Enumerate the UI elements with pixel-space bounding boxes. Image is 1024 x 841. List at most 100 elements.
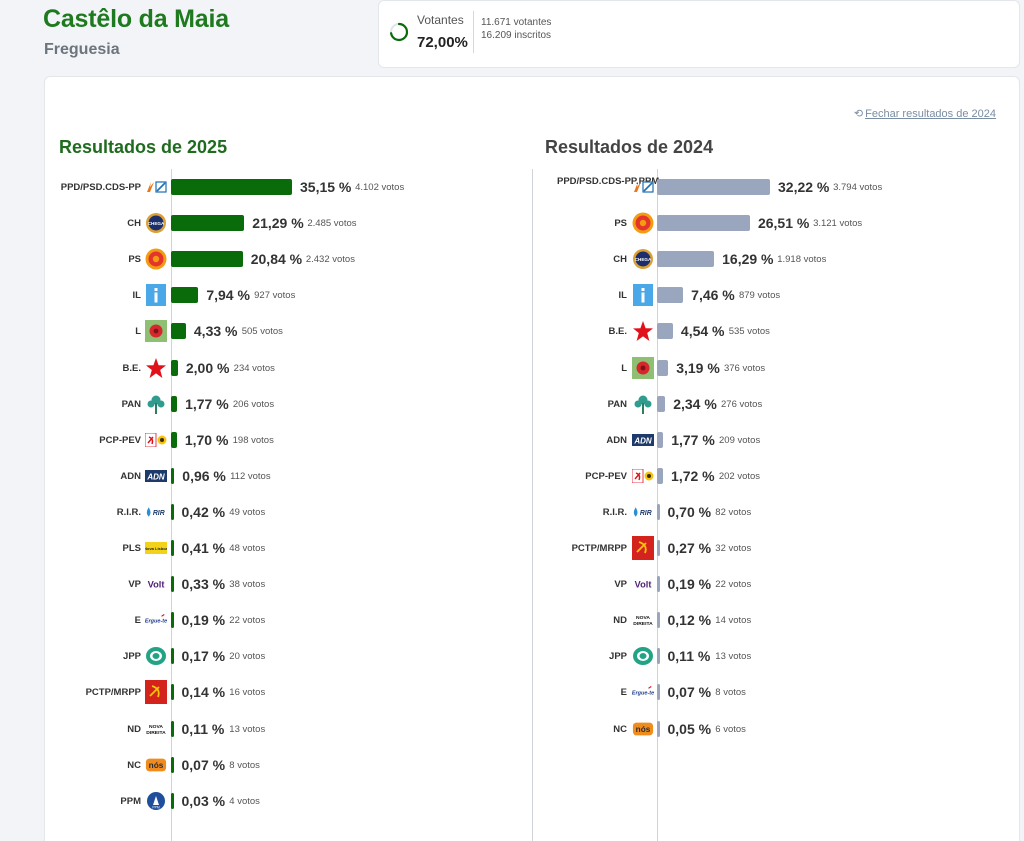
party-name: E	[620, 687, 627, 699]
svg-text:NOVA: NOVA	[636, 615, 650, 621]
party-name: JPP	[123, 651, 141, 663]
result-percent: 0,42 %	[181, 503, 226, 520]
result-percent: 1,77 %	[671, 431, 715, 448]
party-row[interactable]: IL 7,94 % 927 votos	[45, 283, 1005, 309]
party-row[interactable]: PCP-PEV 1,72 % 202 votos	[45, 464, 1005, 490]
result-percent: 21,29 %	[252, 215, 304, 232]
party-name: PPD/PSD.CDS-PP.PPM	[557, 176, 660, 187]
party-name: PS	[614, 218, 627, 230]
result-bar	[171, 251, 243, 268]
page-subtitle: Freguesia	[44, 41, 120, 58]
result-bar	[171, 792, 174, 809]
be-logo	[632, 319, 654, 343]
result-bar	[657, 720, 660, 737]
result-percent: 2,00 %	[185, 359, 230, 376]
party-row[interactable]: PS 26,51 % 3.121 votos	[45, 211, 1005, 237]
party-row[interactable]: B.E. 2,00 % 234 votos	[45, 356, 1005, 382]
result-votes: 20 votos	[229, 651, 266, 663]
party-row[interactable]: PCP-PEV 1,70 % 198 votos	[45, 428, 1005, 454]
party-row[interactable]: NC nós 0,05 % 6 votos	[45, 717, 1005, 743]
result-percent: 7,94 %	[206, 287, 250, 304]
party-row[interactable]: PLS Nova Lisboa 0,41 % 48 votos	[45, 536, 1005, 562]
party-row[interactable]: PPD/PSD.CDS-PP 35,15 % 4.102 votos	[45, 175, 1005, 201]
result-votes: 505 votos	[241, 326, 283, 338]
svg-text:ADN: ADN	[633, 436, 652, 445]
result-votes: 82 votos	[715, 506, 752, 518]
result-votes: 48 votos	[229, 543, 266, 554]
party-row[interactable]: CH CHEGA 21,29 % 2.485 votos	[45, 211, 1005, 237]
party-name: CH	[127, 218, 141, 230]
mrpp-logo	[145, 680, 167, 705]
party-row[interactable]: PPD/PSD.CDS-PP.PPM 32,22 % 3.794 votos	[45, 175, 1005, 201]
party-row[interactable]: PS 20,84 % 2.432 votos	[45, 247, 1005, 273]
party-row[interactable]: PCTP/MRPP 0,27 % 32 votos	[45, 536, 1005, 562]
result-votes: 927 votos	[254, 290, 296, 302]
result-percent: 7,46 %	[691, 287, 735, 304]
party-row[interactable]: L 3,19 % 376 votos	[45, 356, 1005, 382]
turnout-voters: 11.671 votantes	[481, 17, 552, 28]
result-percent: 0,07 %	[181, 756, 226, 773]
party-row[interactable]: IL 7,46 % 879 votos	[45, 283, 1005, 309]
party-row[interactable]: ND NOVA DIREITA 0,11 % 13 votos	[45, 717, 1005, 743]
result-votes: 376 votos	[723, 362, 766, 374]
result-votes: 6 votos	[715, 723, 746, 735]
party-row[interactable]: PCTP/MRPP 0,14 % 16 votos	[45, 680, 1005, 706]
party-row[interactable]: CH CHEGA 16,29 % 1.918 votos	[45, 247, 1005, 273]
party-row[interactable]: VP Volt 0,19 % 22 votos	[45, 572, 1005, 598]
party-row[interactable]: B.E. 4,54 % 535 votos	[45, 319, 1005, 345]
result-bar	[657, 503, 660, 520]
nd-logo: NOVA DIREITA	[145, 717, 167, 741]
party-name: CH	[613, 254, 627, 266]
result-bar	[171, 612, 174, 629]
result-votes: 206 votos	[232, 398, 275, 410]
party-row[interactable]: ADN ADN 1,77 % 209 votos	[45, 428, 1005, 454]
party-name: L	[621, 362, 627, 374]
party-row[interactable]: E Ergue-te 0,07 % 8 votos	[45, 680, 1005, 706]
result-bar	[657, 467, 664, 484]
svg-text:CHEGA: CHEGA	[148, 221, 165, 226]
close-2024-results-link[interactable]: ⟲ Fechar resultados de 2024	[854, 107, 996, 120]
party-row[interactable]: JPP 0,11 % 13 votos	[45, 644, 1005, 670]
turnout-label: Votantes	[417, 13, 464, 27]
nd-logo: NOVA DIREITA	[632, 608, 654, 632]
rir-logo: RIR	[632, 500, 654, 524]
party-row[interactable]: NC nós 0,07 % 8 votos	[45, 753, 1005, 779]
party-name: NC	[127, 759, 141, 771]
party-row[interactable]: PPM PPM 0,03 % 4 votos	[45, 789, 1005, 815]
party-name: PS	[128, 254, 141, 266]
result-percent: 0,11 %	[181, 720, 225, 737]
svg-text:nós: nós	[149, 761, 164, 770]
party-row[interactable]: VP Volt 0,33 % 38 votos	[45, 572, 1005, 598]
ad-logo	[632, 175, 654, 199]
party-name: ADN	[606, 434, 627, 446]
svg-text:DIREITA: DIREITA	[146, 730, 166, 736]
party-row[interactable]: R.I.R. RIR 0,70 % 82 votos	[45, 500, 1005, 526]
result-votes: 13 votos	[715, 651, 752, 663]
party-row[interactable]: JPP 0,17 % 20 votos	[45, 644, 1005, 670]
party-name: IL	[132, 290, 141, 302]
party-name: B.E.	[608, 326, 627, 338]
party-name: PCTP/MRPP	[85, 687, 141, 699]
result-bar	[657, 323, 673, 340]
result-percent: 4,33 %	[193, 323, 238, 340]
result-percent: 20,84 %	[250, 251, 303, 268]
party-row[interactable]: L 4,33 % 505 votos	[45, 319, 1005, 345]
ad-logo	[145, 175, 167, 199]
result-bar	[657, 431, 664, 448]
party-name: PCTP/MRPP	[571, 543, 627, 554]
result-votes: 209 votos	[719, 434, 761, 446]
ps-logo	[145, 247, 167, 271]
party-row[interactable]: ND NOVA DIREITA 0,12 % 14 votos	[45, 608, 1005, 634]
party-name: B.E.	[122, 362, 141, 374]
party-row[interactable]: E Ergue-te 0,19 % 22 votos	[45, 608, 1005, 634]
party-row[interactable]: PAN 2,34 % 276 votos	[45, 392, 1005, 418]
result-bar	[171, 359, 178, 376]
result-votes: 3.121 votos	[813, 218, 863, 230]
ergue-te-logo: Ergue-te	[632, 680, 654, 704]
party-row[interactable]: PAN 1,77 % 206 votos	[45, 392, 1005, 418]
result-percent: 0,14 %	[181, 684, 226, 701]
result-votes: 8 votos	[715, 687, 746, 699]
party-row[interactable]: R.I.R. RIR 0,42 % 49 votos	[45, 500, 1005, 526]
result-percent: 0,03 %	[181, 792, 226, 809]
party-row[interactable]: ADN ADN 0,96 % 112 votos	[45, 464, 1005, 490]
